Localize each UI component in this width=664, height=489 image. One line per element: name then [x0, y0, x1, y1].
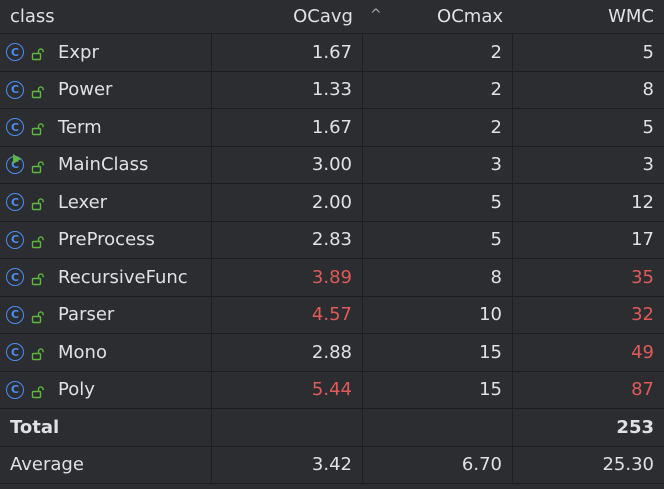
- class-icon: C: [6, 193, 24, 212]
- class-cell: C Lexer: [0, 184, 212, 221]
- class-name: RecursiveFunc: [58, 266, 188, 288]
- total-wmc: 253: [616, 416, 654, 438]
- class-icon: C: [6, 268, 24, 287]
- wmc-cell: 17: [631, 229, 654, 251]
- ocavg-cell: 2.88: [212, 334, 363, 371]
- total-row[interactable]: Total 253: [0, 409, 664, 447]
- ocmax-cell: 15: [363, 334, 513, 371]
- table-header: class OCavg ^ OCmax WMC: [0, 0, 664, 34]
- wmc-cell: 32: [631, 304, 654, 326]
- run-icon: [13, 153, 21, 164]
- unlocked-icon: [31, 345, 45, 361]
- unlocked-icon: [31, 270, 45, 286]
- class-icon: C: [6, 43, 24, 62]
- class-cell: C Parser: [0, 296, 212, 333]
- ocavg-cell: 2.00: [212, 184, 363, 221]
- average-ocmax: 6.70: [363, 446, 513, 483]
- average-ocavg: 3.42: [212, 446, 363, 483]
- table-row[interactable]: C RecursiveFunc 3.89 8 35: [0, 259, 664, 297]
- class-cell: C Power: [0, 71, 212, 108]
- class-icon: C: [6, 343, 24, 362]
- table-row[interactable]: C Expr 1.67 2 5: [0, 34, 664, 72]
- ocmax-cell: 10: [363, 296, 513, 333]
- wmc-cell: 49: [631, 341, 654, 363]
- unlocked-icon: [31, 233, 45, 248]
- class-cell: C RecursiveFunc: [0, 259, 212, 296]
- unlocked-icon: [31, 158, 45, 173]
- average-label: Average: [0, 446, 212, 483]
- class-name: Poly: [58, 379, 95, 401]
- wmc-cell: 5: [642, 41, 654, 63]
- ocavg-cell: 1.67: [212, 109, 363, 146]
- table-row[interactable]: C Term 1.67 2 5: [0, 109, 664, 147]
- unlocked-icon: [31, 120, 45, 136]
- table-row[interactable]: C Mono 2.88 15 49: [0, 334, 664, 372]
- class-cell: C PreProcess: [0, 221, 212, 258]
- total-label: Total: [0, 409, 212, 446]
- ocavg-cell: 2.83: [212, 221, 363, 258]
- class-name: Power: [58, 79, 113, 101]
- class-cell: C Mono: [0, 334, 212, 371]
- ocmax-cell: 3: [363, 146, 513, 183]
- class-name: MainClass: [58, 154, 149, 176]
- class-icon: C: [6, 153, 24, 174]
- unlocked-icon: [31, 45, 45, 61]
- sort-ascending-icon[interactable]: ^: [370, 7, 382, 23]
- average-row[interactable]: Average 3.42 6.70 25.30: [0, 446, 664, 484]
- class-name: Expr: [58, 41, 99, 63]
- column-header-wmc[interactable]: WMC: [608, 6, 654, 27]
- unlocked-icon: [31, 195, 45, 211]
- ocmax-cell: 2: [363, 71, 513, 108]
- column-header-class[interactable]: class: [10, 6, 55, 27]
- ocmax-cell: 2: [363, 34, 513, 71]
- table-row[interactable]: C PreProcess 2.83 5 17: [0, 221, 664, 259]
- class-icon: C: [6, 118, 24, 137]
- class-name: Parser: [58, 304, 115, 326]
- table-row[interactable]: C Poly 5.44 15 87: [0, 371, 664, 409]
- ocavg-cell: 5.44: [212, 371, 363, 408]
- class-icon: C: [6, 80, 24, 99]
- table-row[interactable]: C MainClass 3.00 3 3: [0, 146, 664, 184]
- class-icon: C: [6, 230, 24, 249]
- wmc-cell: 5: [642, 116, 654, 138]
- wmc-cell: 87: [631, 379, 654, 401]
- table-row[interactable]: C Parser 4.57 10 32: [0, 296, 664, 334]
- class-cell: C MainClass: [0, 146, 212, 183]
- total-ocavg: [212, 409, 363, 446]
- total-ocmax: [363, 409, 513, 446]
- ocmax-cell: 5: [363, 221, 513, 258]
- column-header-ocmax[interactable]: OCmax: [437, 6, 503, 27]
- wmc-cell: 12: [631, 191, 654, 213]
- ocmax-cell: 2: [363, 109, 513, 146]
- class-cell: C Term: [0, 109, 212, 146]
- column-header-ocavg[interactable]: OCavg: [293, 6, 353, 27]
- ocavg-cell: 4.57: [212, 296, 363, 333]
- unlocked-icon: [31, 383, 45, 398]
- wmc-cell: 8: [642, 79, 654, 101]
- ocavg-cell: 1.33: [212, 71, 363, 108]
- unlocked-icon: [31, 308, 45, 323]
- table-row[interactable]: C Lexer 2.00 5 12: [0, 184, 664, 222]
- class-icon: C: [6, 305, 24, 324]
- average-wmc: 25.30: [602, 454, 654, 476]
- class-name: PreProcess: [58, 229, 155, 251]
- class-name: Lexer: [58, 191, 108, 213]
- ocmax-cell: 5: [363, 184, 513, 221]
- ocavg-cell: 1.67: [212, 34, 363, 71]
- wmc-cell: 35: [631, 266, 654, 288]
- ocmax-cell: 8: [363, 259, 513, 296]
- ocmax-cell: 15: [363, 371, 513, 408]
- class-name: Term: [58, 116, 102, 138]
- ocavg-cell: 3.89: [212, 259, 363, 296]
- unlocked-icon: [31, 83, 45, 98]
- class-icon: C: [6, 380, 24, 399]
- wmc-cell: 3: [642, 154, 654, 176]
- class-cell: C Expr: [0, 34, 212, 71]
- class-name: Mono: [58, 341, 107, 363]
- table-row[interactable]: C Power 1.33 2 8: [0, 71, 664, 109]
- ocavg-cell: 3.00: [212, 146, 363, 183]
- class-cell: C Poly: [0, 371, 212, 408]
